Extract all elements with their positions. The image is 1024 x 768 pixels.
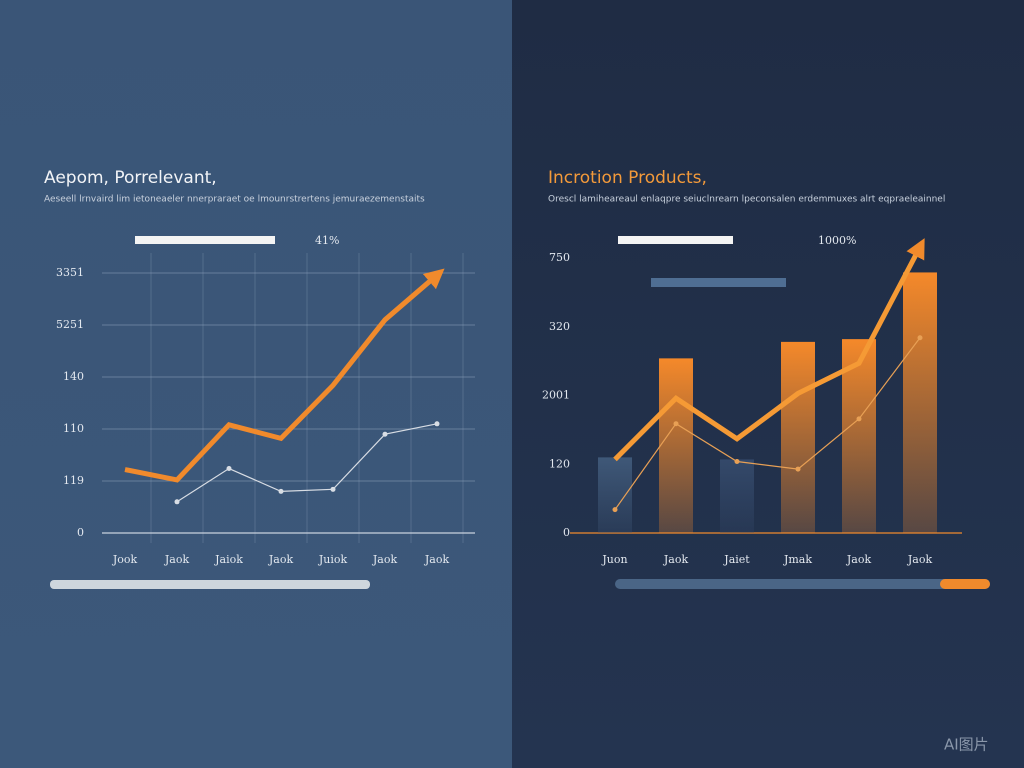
point [330,486,336,492]
y-tick-label: 119 [63,474,84,487]
point [434,421,440,427]
slider [50,580,370,589]
y-tick-label: 320 [549,320,570,333]
point [734,459,740,464]
bar [781,341,815,533]
x-tick-label: Juon [601,553,627,566]
line-series [614,337,921,510]
y-tick-label: 120 [549,457,570,470]
chart-title: Incrotion Products, [548,168,707,188]
bar [720,459,754,533]
line-series [176,423,438,503]
legend-bar [618,236,733,244]
x-tick-label: Jaok [372,553,398,566]
y-tick-label: 110 [63,422,84,435]
point [226,466,232,472]
annotation: 41% [315,234,339,247]
point [612,507,618,513]
right-panel [512,0,1024,768]
x-tick-label: Jaok [907,553,933,566]
y-tick-label: 140 [63,370,84,383]
line-series [613,238,925,462]
point [795,466,801,472]
x-tick-label: Jook [112,553,138,566]
x-tick-label: Jaok [663,553,689,566]
y-tick-label: 0 [563,526,570,539]
x-tick-label: Jaiok [214,553,243,566]
bar [659,358,693,533]
point [917,335,923,341]
y-tick-label: 750 [549,251,570,264]
x-tick-label: Jaok [424,553,450,566]
point [278,488,284,494]
slider [615,579,990,589]
bar [903,272,937,533]
bar [598,457,632,533]
y-tick-label: 3351 [56,266,84,279]
chart-subtitle: Orescl lamiheareaul enlaqpre seiuclnrear… [548,195,945,205]
chart-title: Aepom, Porrelevant, [44,168,217,188]
annotation: 1000% [818,234,856,247]
x-tick-label: Jaiet [723,553,750,566]
left-panel [0,0,512,768]
chart-subtitle: Aeseell lrnvaird lim ietoneaeler nnerpra… [44,195,425,205]
point [382,431,388,437]
point [174,499,180,505]
x-tick-label: Jaok [268,553,294,566]
x-tick-label: Jmak [783,553,812,566]
slider-thumb [940,579,990,589]
x-tick-label: Jaok [164,553,190,566]
y-tick-label: 0 [77,526,84,539]
y-tick-label: 2001 [542,389,570,402]
legend-bar [135,236,275,244]
watermark: AI图片 [944,736,989,754]
legend-bar [651,278,786,287]
x-tick-label: Jaok [846,553,872,566]
line-series [124,268,445,483]
point [673,421,679,427]
point [856,416,862,422]
x-tick-label: Juiok [318,553,348,566]
y-tick-label: 5251 [56,318,84,331]
